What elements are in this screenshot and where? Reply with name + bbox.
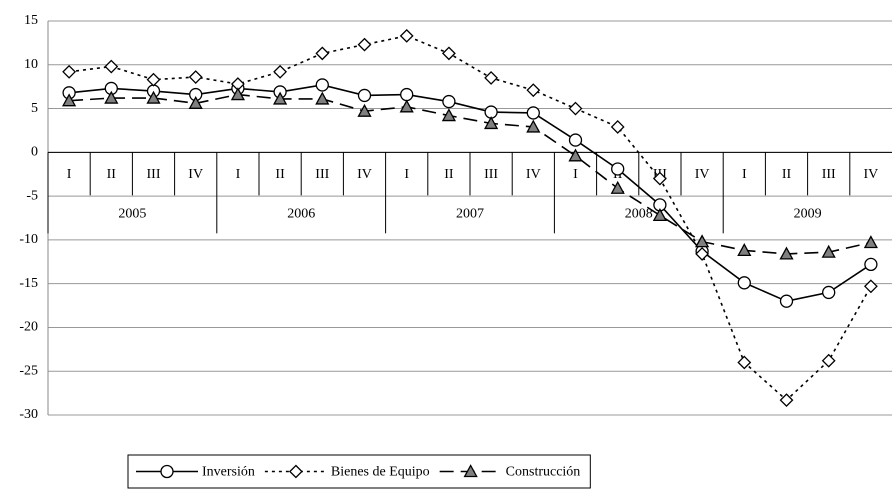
data-point xyxy=(610,180,625,194)
data-point xyxy=(357,88,372,103)
x-tick-label: III xyxy=(147,167,161,182)
year-label: 2006 xyxy=(287,207,315,222)
x-tick-label: IV xyxy=(188,167,203,182)
x-tick-label: III xyxy=(822,167,836,182)
legend-label: Construcción xyxy=(506,465,581,480)
x-tick-label: IV xyxy=(864,167,879,182)
data-point xyxy=(695,246,710,261)
data-point xyxy=(568,101,583,116)
data-point xyxy=(484,70,499,85)
x-tick-label: II xyxy=(275,167,285,182)
year-label: 2009 xyxy=(794,207,822,222)
series-line xyxy=(69,35,872,402)
data-point xyxy=(400,87,414,102)
x-tick-label: II xyxy=(107,167,117,182)
data-point xyxy=(779,246,794,260)
series-line xyxy=(69,93,872,255)
data-point xyxy=(104,90,119,104)
x-tick-label: IV xyxy=(526,167,541,182)
data-point xyxy=(146,72,161,87)
data-point xyxy=(864,257,878,272)
data-point xyxy=(104,59,119,74)
y-tick-label: 5 xyxy=(31,101,38,116)
year-label: 2007 xyxy=(456,207,484,222)
data-point xyxy=(695,234,710,248)
data-point xyxy=(822,285,836,300)
y-tick-label: 15 xyxy=(24,13,38,28)
data-point xyxy=(315,91,330,105)
data-point xyxy=(737,243,752,257)
data-point xyxy=(484,116,499,130)
x-tick-label: I xyxy=(404,167,409,182)
legend-marker xyxy=(463,464,478,478)
data-point xyxy=(526,83,541,98)
y-tick-label: 10 xyxy=(24,57,38,72)
x-tick-label: II xyxy=(444,167,454,182)
year-label: 2008 xyxy=(625,207,653,222)
data-point xyxy=(146,90,161,104)
y-tick-label: -15 xyxy=(19,276,38,291)
data-point xyxy=(273,64,288,79)
data-point xyxy=(568,148,583,162)
data-point xyxy=(315,46,330,61)
data-point xyxy=(737,355,752,370)
data-point xyxy=(821,244,836,258)
x-tick-label: II xyxy=(782,167,792,182)
series-line xyxy=(69,84,872,303)
x-tick-label: IV xyxy=(357,167,372,182)
data-point xyxy=(568,133,583,147)
data-point xyxy=(441,108,456,122)
x-tick-label: I xyxy=(573,167,578,182)
y-tick-label: -30 xyxy=(19,407,38,422)
data-point xyxy=(779,393,794,408)
data-point xyxy=(737,276,751,290)
data-point xyxy=(188,70,203,84)
data-point xyxy=(863,279,878,294)
x-tick-label: III xyxy=(484,167,498,182)
data-point xyxy=(779,294,794,308)
y-tick-label: -5 xyxy=(26,188,38,203)
x-tick-label: I xyxy=(236,167,241,182)
data-point xyxy=(188,95,203,109)
x-tick-label: I xyxy=(67,167,72,182)
data-point xyxy=(652,171,667,186)
y-tick-label: 0 xyxy=(31,145,38,160)
data-point xyxy=(62,93,77,107)
x-tick-label: IV xyxy=(695,167,710,182)
year-label: 2005 xyxy=(118,207,146,222)
data-point xyxy=(442,94,456,109)
data-point xyxy=(399,28,414,43)
data-point xyxy=(863,235,878,249)
legend-label: Inversión xyxy=(202,465,255,480)
data-point xyxy=(611,162,625,176)
data-point xyxy=(610,120,625,134)
data-point xyxy=(441,46,456,61)
data-point xyxy=(62,64,77,79)
y-tick-label: -20 xyxy=(19,320,38,335)
legend-marker xyxy=(160,464,174,479)
data-point xyxy=(273,91,288,105)
data-point xyxy=(526,106,540,120)
legend-entry: Inversión xyxy=(136,465,255,480)
legend-entry: Bienes de Equipo xyxy=(264,464,430,480)
y-tick-label: -10 xyxy=(19,232,38,247)
data-point xyxy=(230,87,245,101)
y-tick-label: -25 xyxy=(19,363,38,378)
legend-box xyxy=(127,454,591,489)
legend-entry: Construcción xyxy=(439,464,581,480)
data-point xyxy=(399,99,414,113)
data-point xyxy=(357,37,372,52)
x-tick-label: I xyxy=(742,167,747,182)
legend-marker xyxy=(288,464,303,479)
data-point xyxy=(315,78,329,92)
legend-label: Bienes de Equipo xyxy=(331,465,430,480)
data-point xyxy=(821,353,836,368)
data-point xyxy=(357,103,372,117)
data-point xyxy=(526,119,541,133)
x-tick-label: III xyxy=(315,167,329,182)
data-point xyxy=(652,208,667,222)
